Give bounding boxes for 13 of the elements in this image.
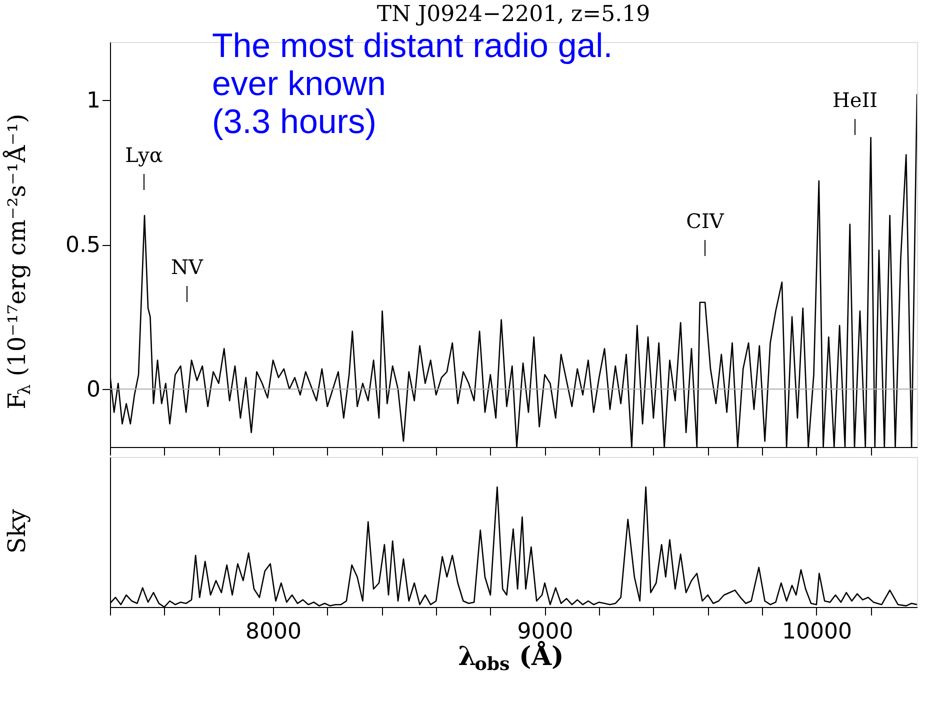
y-tick-label: 0.5 <box>66 233 100 258</box>
annotation: CIV <box>686 209 724 233</box>
y-axis-title: Fλ (10⁻¹⁷erg cm⁻²s⁻¹Å⁻¹) <box>2 114 34 410</box>
y-tick-label: 0 <box>86 378 100 403</box>
y-tick-label: 1 <box>86 88 100 114</box>
x-tick-label: 8000 <box>246 620 302 644</box>
y-axis-title: Sky <box>3 508 31 554</box>
x-tick-label: 10000 <box>782 620 852 644</box>
annotation: The most distant radio gal. ever known (3.3 hours) <box>212 27 613 141</box>
chart-title: TN J0924−2201, z=5.19 <box>376 2 650 27</box>
annotation: NV <box>171 255 204 279</box>
annotation: HeII <box>832 88 878 112</box>
annotation: Lyα <box>125 143 163 167</box>
